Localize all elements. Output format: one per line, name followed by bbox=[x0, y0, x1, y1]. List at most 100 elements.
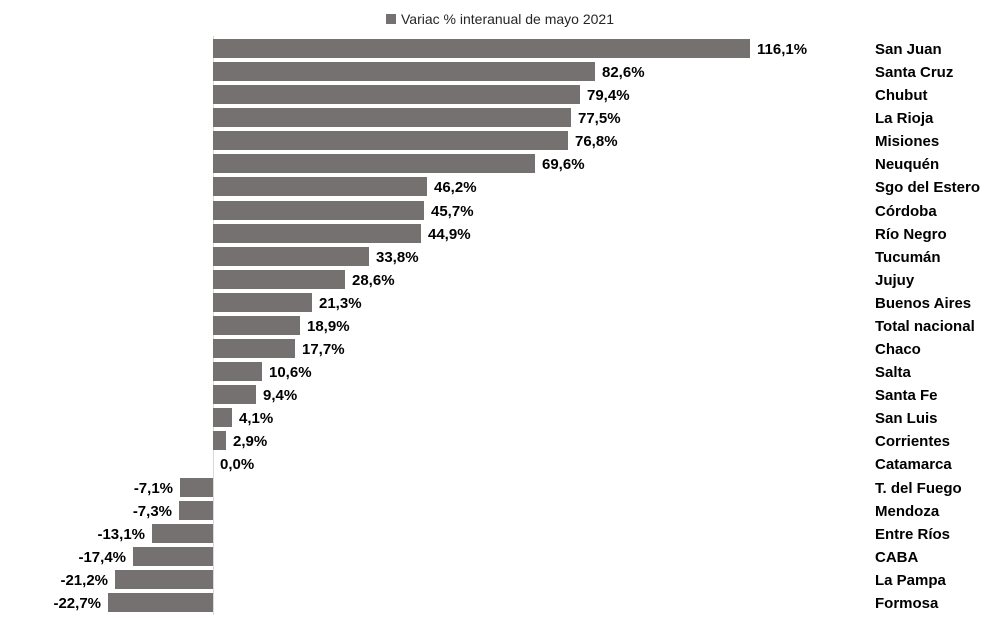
value-label: 0,0% bbox=[220, 456, 255, 473]
value-label: -22,7% bbox=[53, 595, 101, 612]
bar bbox=[213, 408, 232, 427]
bar bbox=[213, 39, 750, 58]
bar bbox=[213, 316, 300, 335]
value-label: 44,9% bbox=[428, 226, 471, 243]
bar bbox=[213, 339, 295, 358]
bar bbox=[213, 131, 568, 150]
bar bbox=[152, 524, 213, 543]
value-label: 116,1% bbox=[757, 41, 808, 58]
legend-marker-icon bbox=[386, 14, 396, 24]
bar bbox=[213, 385, 256, 404]
value-label: 82,6% bbox=[602, 64, 645, 81]
bar-row: 2,9% Corrientes bbox=[0, 429, 1000, 452]
value-label: 9,4% bbox=[263, 387, 298, 404]
bar bbox=[108, 593, 213, 612]
category-label: CABA bbox=[875, 549, 919, 566]
bar bbox=[213, 224, 421, 243]
category-label: Buenos Aires bbox=[875, 295, 972, 312]
value-label: -13,1% bbox=[97, 526, 145, 543]
category-label: Formosa bbox=[875, 595, 939, 612]
bar-row: 21,3% Buenos Aires bbox=[0, 291, 1000, 314]
value-label: 46,2% bbox=[434, 179, 477, 196]
bar-row: 79,4% Chubut bbox=[0, 83, 1000, 106]
category-label: San Luis bbox=[875, 410, 938, 427]
bar-row: 77,5% La Rioja bbox=[0, 106, 1000, 129]
category-label: T. del Fuego bbox=[875, 480, 962, 497]
category-label: Santa Cruz bbox=[875, 64, 954, 81]
category-label: Jujuy bbox=[875, 272, 915, 289]
value-label: -7,3% bbox=[132, 503, 172, 520]
chart-legend: Variac % interanual de mayo 2021 bbox=[0, 8, 1000, 30]
value-label: 18,9% bbox=[307, 318, 350, 335]
category-label: Salta bbox=[875, 364, 911, 381]
bar-row: -22,7% Formosa bbox=[0, 591, 1000, 614]
bar bbox=[213, 431, 226, 450]
category-label: San Juan bbox=[875, 41, 942, 58]
category-label: Chaco bbox=[875, 341, 921, 358]
bar-row: 116,1% San Juan bbox=[0, 37, 1000, 60]
category-label: Mendoza bbox=[875, 503, 940, 520]
bar-row: -7,1% T. del Fuego bbox=[0, 476, 1000, 499]
bar-row: 28,6% Jujuy bbox=[0, 268, 1000, 291]
category-label: Sgo del Estero bbox=[875, 179, 981, 196]
value-label: -7,1% bbox=[133, 480, 173, 497]
value-label: 45,7% bbox=[431, 203, 474, 220]
legend-label: Variac % interanual de mayo 2021 bbox=[401, 11, 614, 27]
value-label: 79,4% bbox=[587, 87, 630, 104]
value-label: -21,2% bbox=[60, 572, 108, 589]
bar bbox=[213, 293, 312, 312]
bar-row: 4,1% San Luis bbox=[0, 406, 1000, 429]
bar bbox=[180, 478, 213, 497]
bar-row: -7,3% Mendoza bbox=[0, 499, 1000, 522]
category-label: Catamarca bbox=[875, 456, 952, 473]
category-label: La Pampa bbox=[875, 572, 946, 589]
bar bbox=[213, 154, 535, 173]
category-label: Neuquén bbox=[875, 156, 940, 173]
category-label: Entre Ríos bbox=[875, 526, 951, 543]
bar bbox=[115, 570, 213, 589]
value-label: 21,3% bbox=[319, 295, 362, 312]
bar bbox=[213, 62, 595, 81]
bar bbox=[213, 247, 369, 266]
bar bbox=[213, 270, 345, 289]
plot-area: 116,1% San Juan 82,6% Santa Cruz 79,4% Chubut… bbox=[0, 36, 1000, 615]
bar-row: 33,8% Tucumán bbox=[0, 245, 1000, 268]
bar bbox=[213, 85, 580, 104]
bar bbox=[213, 201, 424, 220]
value-label: 10,6% bbox=[269, 364, 312, 381]
value-label: 76,8% bbox=[575, 133, 618, 150]
bar bbox=[213, 362, 262, 381]
bar-row: 9,4% Santa Fe bbox=[0, 383, 1000, 406]
category-label: Tucumán bbox=[875, 249, 941, 266]
category-label: Corrientes bbox=[875, 433, 951, 450]
bar-row: 10,6% Salta bbox=[0, 360, 1000, 383]
bar-row: 17,7% Chaco bbox=[0, 337, 1000, 360]
bar bbox=[179, 501, 213, 520]
bar-row: 18,9% Total nacional bbox=[0, 314, 1000, 337]
bar-row: 44,9% Río Negro bbox=[0, 222, 1000, 245]
category-label: Total nacional bbox=[875, 318, 975, 335]
bar-row: 69,6% Neuquén bbox=[0, 152, 1000, 175]
bar-row: 0,0% Catamarca bbox=[0, 452, 1000, 475]
bar-row: 76,8% Misiones bbox=[0, 129, 1000, 152]
bar-row: 45,7% Córdoba bbox=[0, 199, 1000, 222]
value-label: 33,8% bbox=[376, 249, 419, 266]
category-label: La Rioja bbox=[875, 110, 934, 127]
value-label: 69,6% bbox=[542, 156, 585, 173]
value-label: 2,9% bbox=[233, 433, 268, 450]
bar-row: 82,6% Santa Cruz bbox=[0, 60, 1000, 83]
value-label: 17,7% bbox=[302, 341, 345, 358]
category-label: Santa Fe bbox=[875, 387, 938, 404]
category-label: Córdoba bbox=[875, 203, 937, 220]
category-label: Misiones bbox=[875, 133, 940, 150]
category-label: Chubut bbox=[875, 87, 928, 104]
value-label: -17,4% bbox=[78, 549, 126, 566]
bar-row: -17,4% CABA bbox=[0, 545, 1000, 568]
value-label: 4,1% bbox=[239, 410, 274, 427]
value-label: 77,5% bbox=[578, 110, 621, 127]
bar-row: -21,2% La Pampa bbox=[0, 568, 1000, 591]
bar bbox=[133, 547, 213, 566]
bar-row: 46,2% Sgo del Estero bbox=[0, 175, 1000, 198]
bar bbox=[213, 177, 427, 196]
